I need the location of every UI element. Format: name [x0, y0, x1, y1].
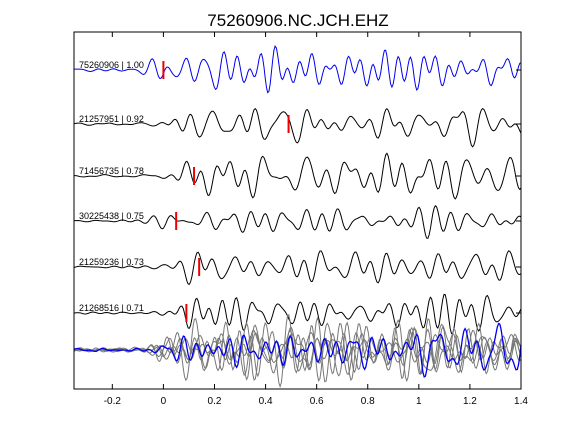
x-tick-label: 0.2 [208, 396, 222, 407]
trace-label: 21259236 | 0.73 [79, 257, 144, 267]
trace-3: 71456735 | 0.78 [74, 152, 522, 200]
x-tick-label: 0.4 [259, 396, 273, 407]
x-tick-label: 1.2 [463, 396, 477, 407]
stack-reference-trace [73, 322, 522, 378]
trace-line [74, 152, 522, 200]
trace-label: 21268516 | 0.71 [79, 303, 144, 313]
plot-frame [73, 31, 522, 390]
trace-1: 75260906 | 1.00 [73, 44, 522, 94]
chart-title: 75260906.NC.JCH.EHZ [207, 11, 388, 30]
trace-stack [73, 313, 522, 389]
x-tick-label: 0.6 [310, 396, 324, 407]
trace-6: 21268516 | 0.71 [73, 293, 522, 335]
trace-4: 30225438 | 0.75 [73, 205, 522, 239]
trace-line [73, 107, 522, 148]
x-tick-label: 0 [161, 396, 167, 407]
trace-line [73, 44, 522, 94]
trace-line [73, 293, 522, 335]
stack-trace [73, 321, 522, 382]
trace-2: 21257951 | 0.92 [73, 107, 522, 148]
x-tick-label: -0.2 [104, 396, 122, 407]
x-tick-label: 1 [416, 396, 422, 407]
trace-label: 75260906 | 1.00 [79, 60, 144, 70]
trace-label: 30225438 | 0.75 [79, 211, 144, 221]
trace-label: 21257951 | 0.92 [79, 114, 144, 124]
trace-line [73, 250, 522, 285]
stack-trace [73, 318, 522, 383]
trace-line [73, 205, 522, 239]
trace-5: 21259236 | 0.73 [73, 250, 522, 285]
trace-label: 71456735 | 0.78 [79, 166, 144, 176]
x-axis: -0.2 0 0.2 0.4 0.6 0.8 1 1.2 1.4 [104, 32, 528, 407]
plot-content: 75260906 | 1.00 21257951 | 0.92 71456735 |… [73, 44, 522, 389]
x-tick-label: 1.4 [514, 396, 528, 407]
x-tick-label: 0.8 [361, 396, 375, 407]
